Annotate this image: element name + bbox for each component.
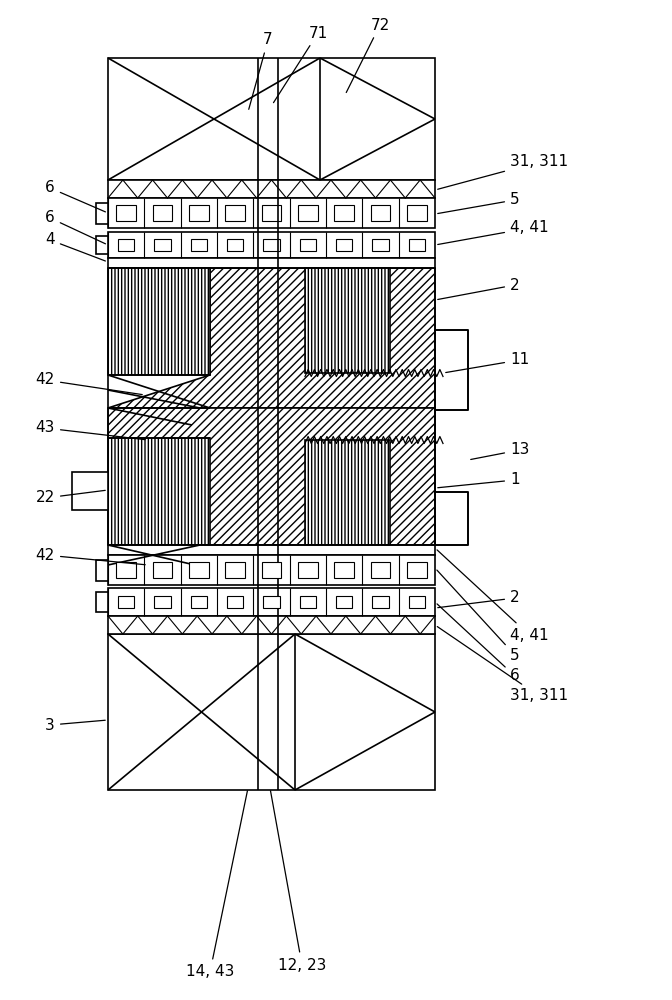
- Bar: [108, 588, 435, 616]
- Bar: [336, 239, 352, 251]
- Text: 31, 311: 31, 311: [437, 154, 568, 189]
- Text: 4: 4: [46, 232, 106, 261]
- Bar: [370, 205, 390, 221]
- Bar: [108, 58, 435, 180]
- Bar: [108, 232, 435, 258]
- Text: 11: 11: [446, 353, 530, 373]
- Text: 5: 5: [437, 570, 519, 662]
- Bar: [96, 236, 108, 254]
- Bar: [96, 202, 108, 224]
- Bar: [372, 239, 388, 251]
- Bar: [155, 239, 171, 251]
- Text: 6: 6: [45, 211, 106, 244]
- Bar: [108, 634, 435, 790]
- Polygon shape: [305, 268, 390, 373]
- Bar: [108, 180, 435, 198]
- Text: 2: 2: [437, 590, 519, 608]
- Polygon shape: [108, 408, 435, 545]
- Bar: [155, 596, 171, 608]
- Bar: [334, 205, 354, 221]
- Bar: [409, 596, 425, 608]
- Bar: [108, 545, 435, 555]
- Bar: [108, 198, 435, 228]
- Bar: [407, 562, 427, 578]
- Text: 6: 6: [45, 180, 106, 212]
- Bar: [300, 239, 316, 251]
- Text: 12, 23: 12, 23: [271, 791, 326, 972]
- Text: 5: 5: [437, 192, 519, 214]
- Bar: [261, 562, 282, 578]
- Bar: [227, 239, 243, 251]
- Bar: [153, 205, 173, 221]
- Bar: [300, 596, 316, 608]
- Bar: [227, 596, 243, 608]
- Bar: [189, 205, 209, 221]
- Text: 43: 43: [36, 420, 145, 440]
- Bar: [96, 560, 108, 580]
- Bar: [96, 592, 108, 612]
- Bar: [407, 205, 427, 221]
- Text: 3: 3: [45, 718, 106, 732]
- Bar: [261, 205, 282, 221]
- Polygon shape: [108, 268, 435, 408]
- Bar: [225, 562, 245, 578]
- Bar: [336, 596, 352, 608]
- Polygon shape: [305, 440, 390, 545]
- Text: 72: 72: [346, 17, 390, 93]
- Bar: [435, 330, 468, 410]
- Text: 22: 22: [36, 490, 106, 506]
- Bar: [263, 239, 280, 251]
- Bar: [191, 239, 207, 251]
- Text: 1: 1: [437, 473, 519, 488]
- Bar: [409, 239, 425, 251]
- Bar: [118, 239, 134, 251]
- Bar: [116, 562, 136, 578]
- Bar: [334, 562, 354, 578]
- Bar: [108, 616, 435, 634]
- Text: 71: 71: [274, 25, 328, 103]
- Bar: [189, 562, 209, 578]
- Text: 42: 42: [36, 548, 145, 565]
- Text: 42: 42: [36, 372, 142, 395]
- Bar: [116, 205, 136, 221]
- Bar: [225, 205, 245, 221]
- Bar: [298, 562, 318, 578]
- Polygon shape: [108, 268, 210, 375]
- Bar: [372, 596, 388, 608]
- Text: 7: 7: [249, 32, 273, 109]
- Bar: [108, 555, 435, 585]
- Bar: [298, 205, 318, 221]
- Text: 4, 41: 4, 41: [437, 550, 548, 643]
- Bar: [191, 596, 207, 608]
- Polygon shape: [108, 438, 210, 545]
- Text: 31, 311: 31, 311: [437, 627, 568, 704]
- Bar: [108, 258, 435, 268]
- Bar: [153, 562, 173, 578]
- Bar: [263, 596, 280, 608]
- Bar: [370, 562, 390, 578]
- Bar: [435, 492, 468, 545]
- Text: 14, 43: 14, 43: [186, 791, 247, 980]
- Bar: [118, 596, 134, 608]
- Text: 6: 6: [437, 604, 519, 684]
- Text: 2: 2: [437, 277, 519, 299]
- Text: 13: 13: [470, 442, 530, 459]
- Text: 4, 41: 4, 41: [437, 221, 548, 245]
- Bar: [72, 472, 108, 510]
